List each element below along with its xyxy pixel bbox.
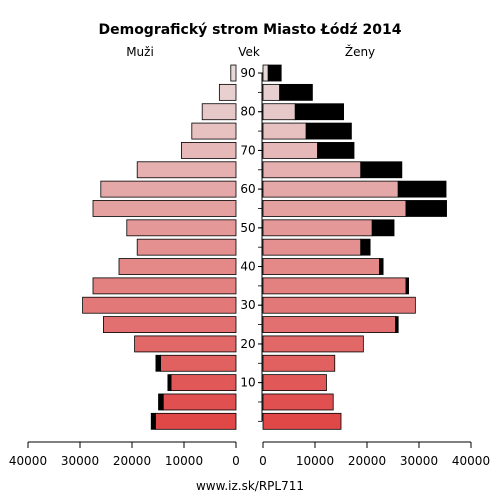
- male-bar-40-44: [118, 258, 237, 275]
- male-bar-85-89: [218, 83, 237, 101]
- female-bar-40-44: [262, 258, 380, 275]
- female-bar-90+: [262, 64, 269, 82]
- male-bar-0-4: [154, 412, 237, 430]
- bars-group: [82, 64, 447, 430]
- female-excess-bar-25-29: [395, 316, 399, 333]
- female-bar-60-64: [262, 180, 399, 198]
- male-x-tick-label: 30000: [61, 454, 99, 468]
- female-bar-65-69: [262, 161, 362, 179]
- source-label: www.iz.sk/RPL711: [196, 479, 304, 493]
- female-excess-bar-50-54: [371, 219, 395, 237]
- female-x-tick-label: 30000: [400, 454, 438, 468]
- age-label: Vek: [238, 45, 260, 59]
- female-bar-70-74: [262, 142, 318, 159]
- female-excess-bar-90+: [267, 64, 282, 82]
- male-bar-20-24: [134, 335, 237, 353]
- female-excess-bar-45-49: [360, 238, 371, 256]
- female-bar-25-29: [262, 316, 397, 333]
- female-excess-bar-75-79: [305, 122, 352, 140]
- male-bar-10-14: [170, 374, 237, 392]
- female-x-tick-label: 40000: [452, 454, 490, 468]
- female-bar-50-54: [262, 219, 373, 237]
- male-excess-bar-0-4: [150, 412, 156, 430]
- female-bar-10-14: [262, 374, 327, 392]
- male-excess-bar-10-14: [167, 374, 172, 392]
- age-tick-label-10: 10: [240, 376, 255, 390]
- male-bar-80-84: [201, 103, 237, 121]
- female-bar-85-89: [262, 83, 281, 101]
- age-tick-label-80: 80: [240, 105, 255, 119]
- age-tick-label-50: 50: [240, 221, 255, 235]
- chart-title: Demografický strom Miasto Łódź 2014: [98, 22, 401, 38]
- female-bar-0-4: [262, 412, 342, 430]
- female-excess-bar-35-39: [405, 277, 409, 295]
- male-bar-5-9: [162, 393, 237, 411]
- male-x-tick-label: 0: [232, 454, 240, 468]
- female-excess-bar-80-84: [294, 103, 344, 121]
- female-x-tick-label: 10000: [296, 454, 334, 468]
- male-x-tick-label: 10000: [165, 454, 203, 468]
- female-x-tick-label: 20000: [348, 454, 386, 468]
- female-bar-80-84: [262, 103, 296, 121]
- male-bar-25-29: [103, 316, 237, 333]
- male-bar-45-49: [136, 238, 237, 256]
- male-bar-15-19: [160, 354, 237, 372]
- female-bar-55-59: [262, 200, 407, 217]
- female-excess-bar-60-64: [397, 180, 447, 198]
- age-tick-label-70: 70: [240, 143, 255, 157]
- male-bar-30-34: [82, 296, 237, 314]
- female-excess-bar-65-69: [360, 161, 403, 179]
- female-label: Ženy: [345, 44, 375, 59]
- female-bar-35-39: [262, 277, 407, 295]
- male-bar-70-74: [180, 142, 237, 159]
- male-excess-bar-5-9: [158, 393, 164, 411]
- male-label: Muži: [126, 45, 154, 59]
- male-x-tick-label: 40000: [9, 454, 47, 468]
- male-x-tick-label: 20000: [113, 454, 151, 468]
- age-tick-label-30: 30: [240, 298, 255, 312]
- axes-group: 10 20 30 40 50 60 70 80 90 40000 30000 20000 10000 0 0…: [9, 66, 490, 468]
- male-bar-35-39: [92, 277, 237, 295]
- male-bar-55-59: [92, 200, 237, 217]
- female-x-tick-label: 0: [259, 454, 267, 468]
- female-excess-bar-70-74: [317, 142, 355, 159]
- male-bar-75-79: [191, 122, 237, 140]
- female-bar-15-19: [262, 354, 336, 372]
- female-excess-bar-40-44: [379, 258, 384, 275]
- female-excess-bar-85-89: [279, 83, 313, 101]
- male-bar-60-64: [100, 180, 237, 198]
- age-tick-label-40: 40: [240, 260, 255, 274]
- male-excess-bar-15-19: [155, 354, 161, 372]
- age-tick-label-60: 60: [240, 182, 255, 196]
- male-bar-50-54: [126, 219, 237, 237]
- male-bar-65-69: [136, 161, 237, 179]
- female-bar-5-9: [262, 393, 334, 411]
- female-bar-20-24: [262, 335, 364, 353]
- age-tick-label-20: 20: [240, 337, 255, 351]
- female-excess-bar-55-59: [405, 200, 447, 217]
- female-bar-30-34: [262, 296, 416, 314]
- female-bar-45-49: [262, 238, 362, 256]
- female-bar-75-79: [262, 122, 307, 140]
- age-tick-label-90: 90: [240, 66, 255, 80]
- male-bar-90+: [230, 64, 237, 82]
